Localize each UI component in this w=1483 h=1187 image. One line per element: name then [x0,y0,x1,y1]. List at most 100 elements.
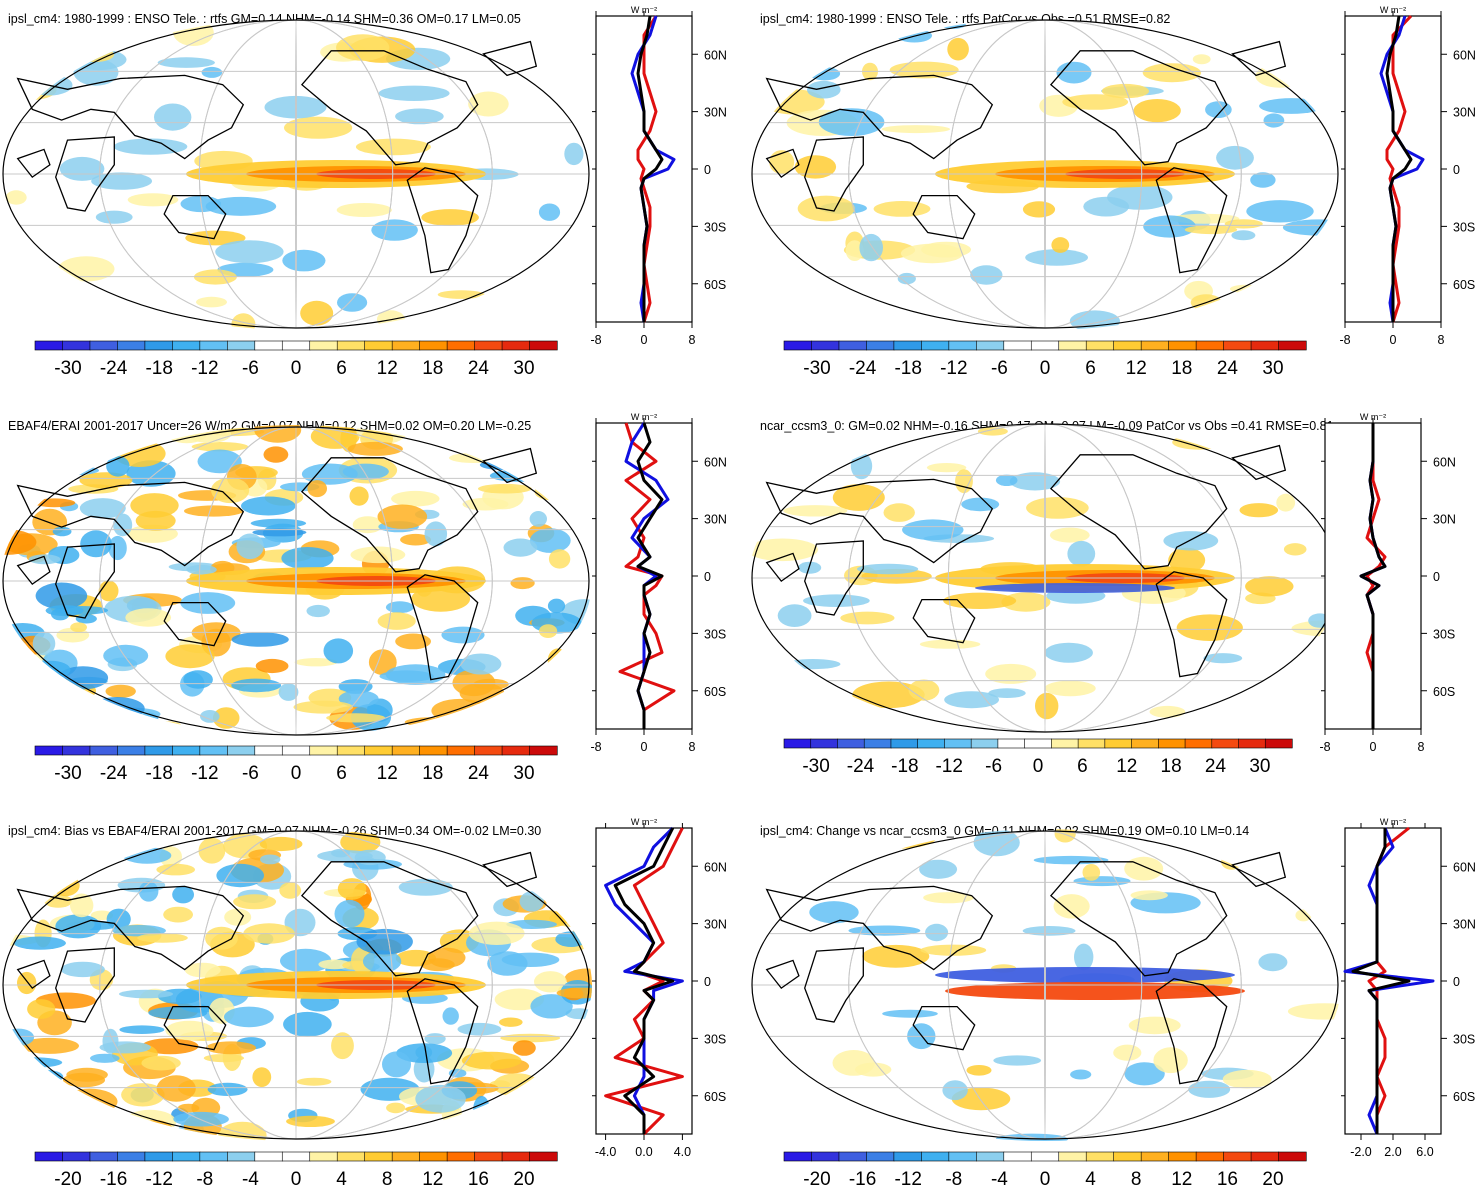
field-patch [1256,684,1276,707]
field-patch [154,103,192,131]
lat-tick-label: 0 [1433,570,1440,584]
field-patch [113,138,188,155]
colorbar-swatch [336,1151,366,1162]
field-patch [148,1006,208,1020]
field-patch [840,611,895,625]
lat-tick-label: 30S [1453,220,1475,234]
colorbar-tick-label: -30 [54,358,81,379]
map-globe [749,423,1341,734]
colorbar-tick-label: -16 [100,1169,127,1187]
field-patch [478,846,519,866]
field-patch [0,278,43,300]
colorbar-tick-label: 8 [1131,1169,1142,1187]
field-patch [0,505,25,521]
field-patch [1221,853,1242,870]
colorbar-swatch [501,1151,531,1162]
field-patch [0,63,40,90]
field-patch [35,582,88,610]
continent-outline [1155,167,1228,274]
field-patch [541,475,578,493]
field-patch [263,446,289,463]
lat-tick-label: 30N [1433,513,1456,527]
map-globe [0,425,592,737]
zonal-x-tick-label: -8 [590,333,601,347]
field-patch [336,203,392,217]
field-patch [749,266,793,294]
colorbar-swatch [144,745,173,756]
zonal-x-tick-label: 8 [689,740,696,754]
field-patch [1299,306,1326,319]
lon-line [295,19,297,329]
colorbar-swatch [501,340,531,351]
colorbar-tick-label: -18 [145,763,172,784]
colorbar-swatch [199,745,228,756]
field-patch [1203,653,1243,664]
field-patch [760,468,786,492]
field-patch [461,1051,522,1070]
field-patch [510,720,552,732]
field-patch [1184,225,1238,235]
field-patch [487,951,528,976]
field-patch [255,658,289,674]
colorbar-swatch [863,738,892,749]
lat-tick-label: 60N [704,860,727,874]
colorbar-swatch [1278,1151,1307,1162]
field-patch [224,1006,274,1028]
field-patch [250,518,307,528]
field-patch [1049,527,1090,543]
field-patch [433,1123,461,1132]
field-patch [350,546,406,564]
colorbar-tick-label: -30 [803,358,830,379]
lat-tick-label: 60N [1433,455,1456,469]
colorbar-swatch [948,340,977,351]
colorbar-swatch [172,340,201,351]
zonal-series-alt [604,827,684,1136]
zonal-x-tick-label: 0 [641,740,648,754]
field-patch [477,725,533,737]
field-patch [252,1067,272,1087]
continent-outline [1049,861,1228,977]
field-patch [415,1084,466,1113]
colorbar-tick-label: 18 [1171,358,1192,379]
field-patch [334,899,365,928]
colorbar-tick-label: 0 [1040,358,1051,379]
colorbar-tick-label: 0 [291,358,302,379]
colorbar-swatch [783,1151,813,1162]
field-patch [479,459,525,470]
zonal-x-tick-label: 0 [1390,333,1397,347]
colorbar-swatch [501,745,531,756]
zonal-x-tick-label: 8 [1418,740,1425,754]
lat-tick-label: 30S [1433,627,1455,641]
field-patch [919,639,981,649]
continent-outline [804,540,864,616]
field-patch [252,528,307,537]
field-patch [27,1069,64,1084]
colorbar-swatch [144,1151,173,1162]
field-patch [1205,101,1232,118]
field-patch [212,707,240,729]
field-patch [13,442,69,451]
field-patch [548,482,588,508]
field-patch [1276,493,1296,512]
field-patch [33,498,76,508]
colorbar-swatch [309,340,338,351]
field-patch [331,848,350,858]
colorbar-swatch [1058,1151,1087,1162]
field-patch [534,971,567,993]
field-patch [547,648,568,673]
field-patch [90,697,145,721]
colorbar-swatch [89,340,119,351]
zonal-mean-plot: W m⁻² 60N 30N 0 30S 60S -8 0 8 [590,5,727,347]
field-patch [573,1062,592,1071]
field-patch [921,241,971,258]
field-patch [1250,172,1276,188]
field-patch [301,463,358,485]
field-patch [428,947,466,968]
colorbar-tick-label: -8 [945,1169,962,1187]
field-patch [207,1082,248,1096]
colorbar-swatch [62,340,91,351]
field-patch [1282,219,1341,236]
lat-tick-label: 60S [704,278,726,292]
field-patch [845,240,864,261]
field-patch [511,717,530,737]
